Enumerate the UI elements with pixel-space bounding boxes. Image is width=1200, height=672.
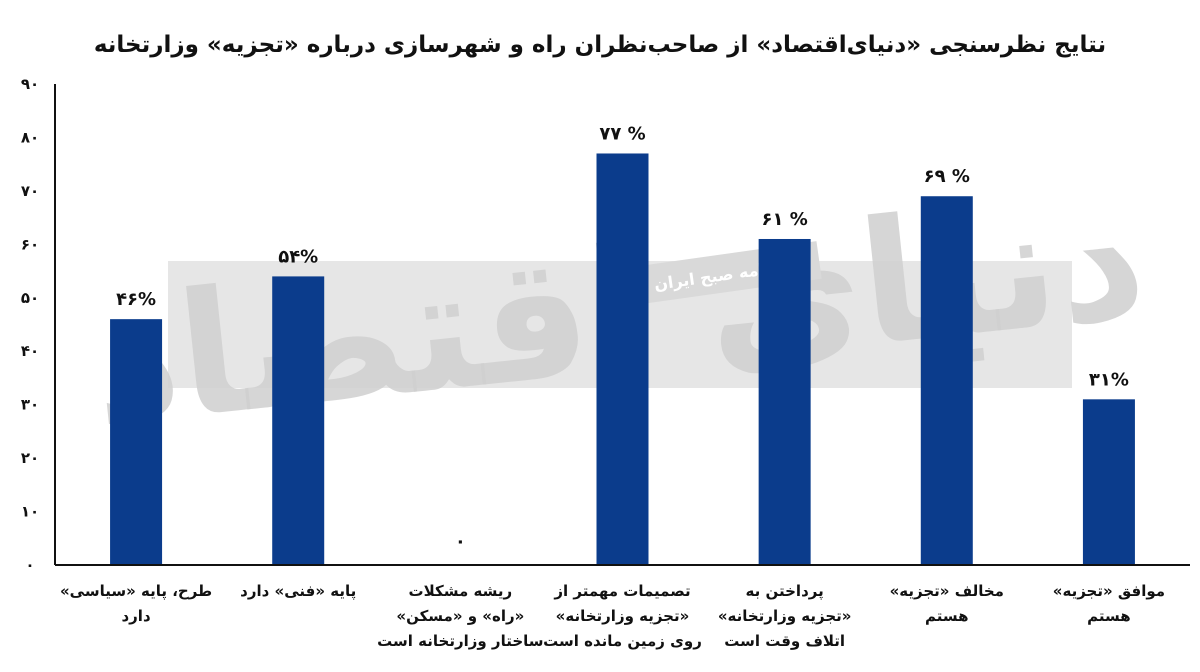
bars <box>110 153 1135 565</box>
chart-title: نتایج نظرسنجی «دنیای‌اقتصاد» از صاحب‌نظر… <box>94 32 1106 58</box>
bar <box>596 153 649 565</box>
x-category-label: هستم <box>1087 607 1131 625</box>
y-tick-label: ۴۰ <box>21 342 39 360</box>
x-category-label: روی زمین مانده است <box>543 632 702 650</box>
y-tick-label: ۳۰ <box>21 396 39 414</box>
y-tick-label: ۰ <box>25 556 34 574</box>
bar-value-label: ۶۹ % <box>924 166 970 187</box>
x-category-label: هستم <box>925 607 969 625</box>
y-tick-label: ۷۰ <box>21 182 39 200</box>
y-axis-ticks: ۰ ۱۰ ۲۰ ۳۰ ۴۰ ۵۰ ۶۰ ۷۰ ۸۰ ۹۰ <box>21 75 39 574</box>
x-category-label: «تجزیه وزارتخانه» <box>718 607 852 625</box>
bar-value-label: ۴۶% <box>116 289 156 310</box>
y-tick-label: ۱۰ <box>21 503 39 521</box>
x-category-label: تصمیمات مهمتر از <box>553 582 690 600</box>
y-tick-label: ۲۰ <box>21 449 39 467</box>
y-tick-label: ۶۰ <box>21 235 39 253</box>
x-category-label: «راه» و «مسکن» <box>396 607 524 625</box>
bar-value-label: ۵۴% <box>278 246 318 267</box>
x-category-label: ساختار وزارتخانه است <box>377 632 543 650</box>
bar <box>272 276 325 565</box>
x-category-label: پرداختن به <box>746 582 824 601</box>
y-tick-label: ۵۰ <box>21 289 39 307</box>
x-category-label: «تجزیه وزارتخانه» <box>556 607 690 625</box>
x-category-label: پایه «فنی» دارد <box>240 582 356 601</box>
value-labels: ۴۶% ۵۴% ۰ ۷۷ % ۶۱ % ۶۹ % ۳۱% <box>116 123 1129 552</box>
y-tick-label: ۸۰ <box>21 128 39 146</box>
category-labels: طرح، پایه «سیاسی» دارد پایه «فنی» دارد ریشه… <box>60 582 1165 650</box>
y-tick-label: ۹۰ <box>21 75 39 93</box>
x-category-label: مخالف «تجزیه» <box>890 582 1004 600</box>
x-category-label: طرح، پایه «سیاسی» <box>60 582 212 601</box>
x-category-label: ریشه مشکلات <box>409 582 513 600</box>
x-category-label: دارد <box>121 607 150 625</box>
bar <box>758 238 811 565</box>
x-category-label: اتلاف وقت است <box>724 632 845 650</box>
bar-value-label: ۷۷ % <box>599 123 645 144</box>
bar-value-label: ۰ <box>455 531 466 552</box>
bar <box>110 319 163 565</box>
x-category-label: موافق «تجزیه» <box>1053 582 1165 600</box>
bar <box>920 196 973 565</box>
bar-value-label: ۶۱ % <box>762 209 808 230</box>
bar-value-label: ۳۱% <box>1089 369 1129 390</box>
bar <box>1082 399 1135 565</box>
